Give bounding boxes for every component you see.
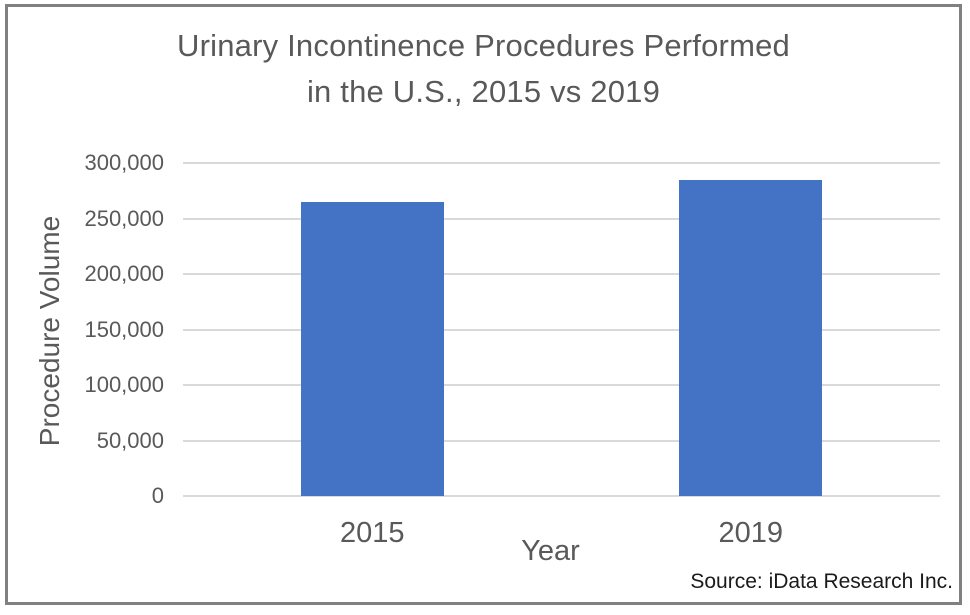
gridline-150000 — [183, 328, 940, 331]
gridline-250000 — [183, 217, 940, 220]
chart-frame: Urinary Incontinence Procedures Performe… — [5, 4, 962, 605]
bar-2015 — [300, 201, 444, 496]
x-tick-label-2019: 2019 — [718, 517, 783, 549]
chart-title: Urinary Incontinence Procedures Performe… — [8, 23, 959, 115]
bar-2019 — [679, 179, 823, 496]
plot-area — [183, 162, 940, 497]
chart-root: Urinary Incontinence Procedures Performe… — [8, 7, 959, 602]
gridline-200000 — [183, 273, 940, 275]
x-tick-label-2015: 2015 — [339, 517, 405, 549]
y-tick-label-50000: 50,000 — [96, 427, 164, 453]
gridline-50000 — [183, 439, 940, 442]
chart-title-line-2: in the U.S., 2015 vs 2019 — [306, 74, 661, 109]
y-tick-label-200000: 200,000 — [84, 261, 164, 286]
y-tick-label-300000: 300,000 — [84, 150, 164, 175]
chart-title-line-1: Urinary Incontinence Procedures Performe… — [177, 28, 790, 63]
gridline-300000 — [183, 162, 940, 164]
source-credit: Source: iData Research Inc. — [690, 570, 953, 593]
gridline-100000 — [183, 384, 940, 386]
x-axis-title: Year — [521, 535, 580, 567]
y-tick-label-250000: 250,000 — [84, 205, 164, 231]
gridline-0 — [183, 495, 940, 497]
y-tick-label-100000: 100,000 — [84, 372, 164, 397]
y-tick-label-0: 0 — [151, 483, 164, 508]
y-tick-label-150000: 150,000 — [84, 316, 164, 342]
